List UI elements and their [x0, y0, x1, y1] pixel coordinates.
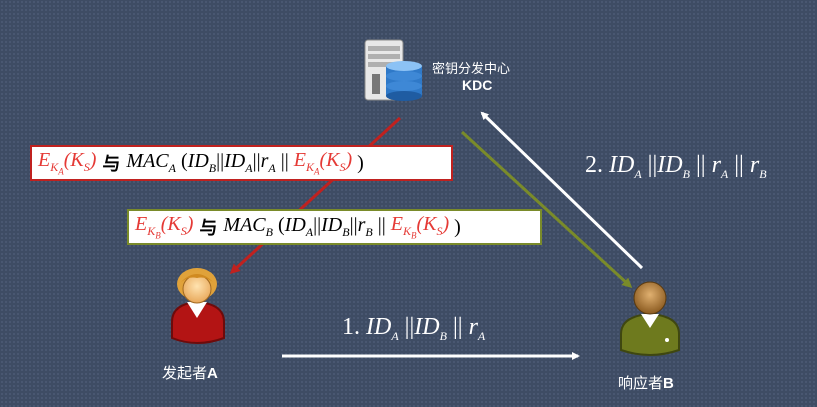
close-paren: )	[449, 215, 461, 238]
mac-b-expression: MACB (IDA||IDB||rB ||	[223, 214, 391, 239]
message-2: 2. IDA ||IDB || rA || rB	[585, 152, 767, 181]
user-a-icon	[171, 268, 225, 344]
user-b-icon	[620, 281, 680, 356]
arrow-kdc-to-b	[460, 130, 633, 289]
initiator-label: 发起者A	[162, 364, 218, 382]
arrow-b-to-kdc	[480, 111, 644, 270]
enc-kb-ks: EKB(KS)	[135, 213, 194, 241]
message-3-box: EKA(KS) 与 MACA (IDB||IDA||rA || EKA(KS) …	[30, 145, 453, 181]
kdc-name: 密钥分发中心	[432, 62, 511, 77]
enc-kb-ks-inner: EKB(KS)	[390, 213, 450, 241]
message-4-box: EKB(KS) 与 MACB (IDA||IDB||rB || EKB(KS) …	[127, 209, 542, 245]
message-1: 1. IDA ||IDB || rA	[342, 314, 486, 343]
mac-a-expression: MACA (IDB||IDA||rA ||	[126, 150, 294, 175]
with-text: 与	[199, 218, 218, 239]
responder-label: 响应者B	[618, 374, 674, 392]
arrow-kdc-to-a	[229, 116, 402, 275]
enc-ka-ks-inner: EKA(KS)	[293, 149, 353, 177]
close-paren: )	[352, 151, 364, 174]
kdc-abbr: KDC	[462, 77, 493, 93]
enc-ka-ks: EKA(KS)	[38, 149, 97, 177]
with-text: 与	[102, 154, 121, 175]
database-icon	[386, 61, 422, 101]
